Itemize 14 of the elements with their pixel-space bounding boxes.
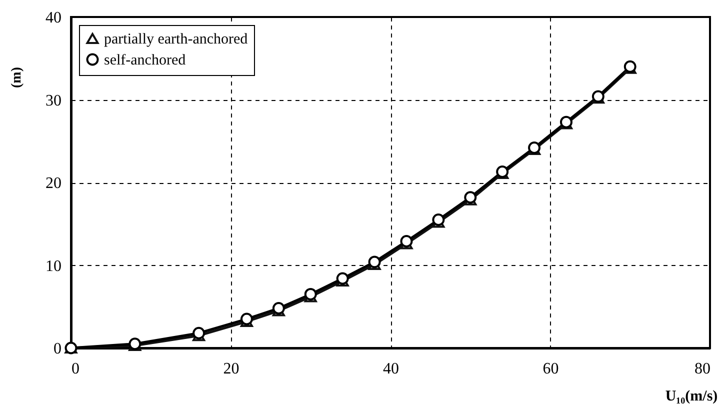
x-tick-label: 40 bbox=[383, 360, 399, 378]
x-tick-label: 0 bbox=[72, 360, 80, 378]
y-tick-label: 20 bbox=[46, 175, 62, 192]
x-tick-label: 80 bbox=[694, 360, 710, 378]
y-tick-label: 30 bbox=[46, 92, 62, 110]
legend-label: self-anchored bbox=[104, 52, 186, 68]
y-tick-label: 0 bbox=[54, 340, 62, 358]
x-tick-label: 20 bbox=[223, 360, 240, 378]
legend-label: partially earth-anchored bbox=[104, 32, 248, 48]
y-tick-label: 10 bbox=[46, 258, 62, 275]
x-tick-label: 60 bbox=[542, 360, 559, 378]
y-tick-label: 40 bbox=[46, 10, 62, 26]
x-axis-title: U₁₀(m/s) bbox=[665, 388, 718, 404]
y-axis-title: (m) bbox=[10, 66, 24, 88]
